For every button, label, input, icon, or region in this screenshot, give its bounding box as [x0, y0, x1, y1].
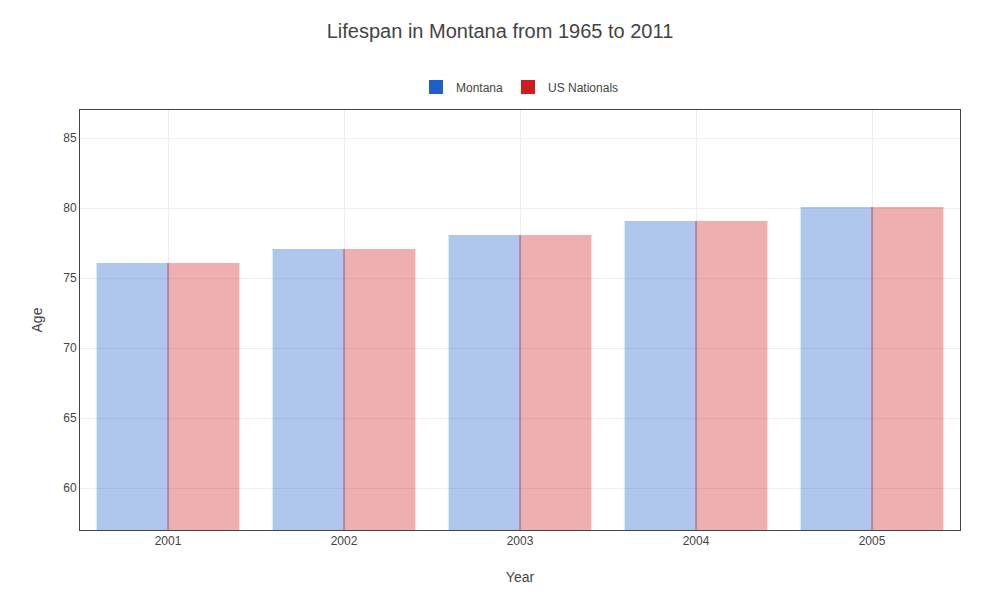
svg-text:2005: 2005: [859, 534, 886, 548]
svg-text:2001: 2001: [155, 534, 182, 548]
svg-text:Year: Year: [506, 569, 535, 585]
svg-text:2002: 2002: [331, 534, 358, 548]
svg-text:Montana: Montana: [456, 81, 503, 95]
svg-text:75: 75: [63, 271, 77, 285]
svg-text:70: 70: [63, 341, 77, 355]
svg-text:65: 65: [63, 411, 77, 425]
svg-text:2003: 2003: [507, 534, 534, 548]
svg-text:80: 80: [63, 201, 77, 215]
svg-text:2004: 2004: [683, 534, 710, 548]
svg-text:Lifespan in Montana from 1965: Lifespan in Montana from 1965 to 2011: [327, 20, 674, 42]
svg-text:85: 85: [63, 131, 77, 145]
svg-text:US Nationals: US Nationals: [548, 81, 618, 95]
svg-text:60: 60: [63, 481, 77, 495]
svg-text:Age: Age: [29, 307, 45, 332]
